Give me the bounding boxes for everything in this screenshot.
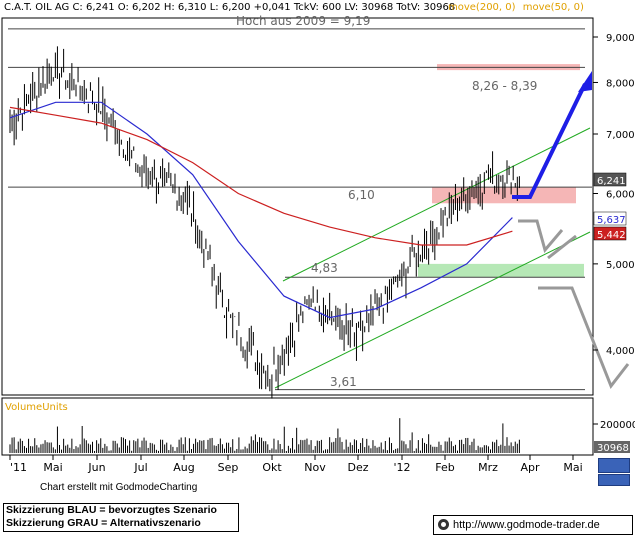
y-tick-label: 9,000 [606, 33, 635, 44]
blue-arrow-head [578, 71, 592, 92]
x-tick-label: Sep [218, 461, 239, 474]
y-tick-label: 5,000 [606, 260, 635, 271]
x-tick-label: '12 [393, 461, 410, 474]
volume-tick-label: 200000 [600, 420, 635, 431]
ma50-line [9, 101, 513, 319]
scroll-right-button[interactable] [598, 458, 630, 473]
annotation-resistance-zone: 8,26 - 8,39 [472, 79, 537, 93]
x-tick-label: Mai [43, 461, 62, 474]
last-volume-value: 30968 [597, 443, 629, 454]
ma50-price-tag-box [593, 211, 627, 226]
annotation-483: 4,83 [311, 261, 338, 275]
legend-grey: Skizzierung GRAU = Alternativszenario [6, 517, 201, 529]
chart-header: C.A.T. OIL AG C: 6,241 O: 6,202 H: 6,310… [4, 2, 455, 13]
x-tick-label: Dez [347, 461, 368, 474]
y-tick-label: 7,000 [606, 130, 635, 141]
website-link[interactable]: http://www.godmode-trader.de [433, 515, 633, 535]
x-tick-label: Okt [262, 461, 282, 474]
zoom-button[interactable] [598, 474, 630, 486]
y-tick-label: 6,000 [606, 190, 635, 201]
last-volume-tag [594, 441, 630, 453]
ma200-price-tag-box [593, 226, 627, 241]
channel-upper-line [282, 127, 591, 282]
header-quote: C.A.T. OIL AG C: 6,241 O: 6,202 H: 6,310… [4, 2, 456, 13]
x-tick-label: Jun [87, 461, 105, 474]
annotation-610: 6,10 [348, 188, 375, 202]
x-tick-label: '11 [10, 461, 27, 474]
channel-lower-line [274, 231, 591, 389]
ma50-price-tag: 5,637 [597, 215, 626, 226]
x-tick-label: Nov [304, 461, 326, 474]
ma200-legend: move(200, 0) [448, 2, 516, 13]
grey-scenario-2 [547, 234, 577, 260]
annotation-high-2009: Hoch aus 2009 = 9,19 [236, 14, 370, 28]
ma200-price-tag: 5,442 [597, 230, 626, 241]
volume-label: VolumeUnits [5, 402, 68, 413]
blue-scenario-arrow [512, 83, 587, 199]
x-tick-label: Mai [563, 461, 582, 474]
grey-scenario-3 [538, 286, 630, 389]
x-tick-label: Feb [435, 461, 454, 474]
y-tick-label: 4,000 [606, 346, 635, 357]
ma-legend: move(200, 0) move(50, 0) [448, 2, 584, 13]
grey-scenario-1 [518, 219, 564, 254]
scenario-legend: Skizzierung BLAU = bevorzugtes Szenario … [3, 503, 239, 532]
x-tick-label: Aug [173, 461, 194, 474]
x-tick-label: Jul [133, 461, 147, 474]
legend-blue: Skizzierung BLAU = bevorzugtes Szenario [6, 504, 217, 516]
annotation-361: 3,61 [330, 375, 357, 389]
ma200-line [9, 106, 513, 246]
y-tick-label: 8,000 [606, 78, 635, 89]
chart-credit: Chart erstellt mit GodmodeCharting [40, 482, 198, 493]
x-tick-label: Mrz [478, 461, 498, 474]
ma50-legend: move(50, 0) [522, 2, 584, 13]
close-price-tag: 6,241 [597, 176, 626, 187]
close-price-tag-box [593, 172, 627, 187]
website-url: http://www.godmode-trader.de [453, 519, 600, 531]
globe-icon [438, 519, 449, 530]
x-tick-label: Apr [520, 461, 540, 474]
price-panel [1, 17, 594, 396]
support-zone-483 [418, 263, 584, 278]
